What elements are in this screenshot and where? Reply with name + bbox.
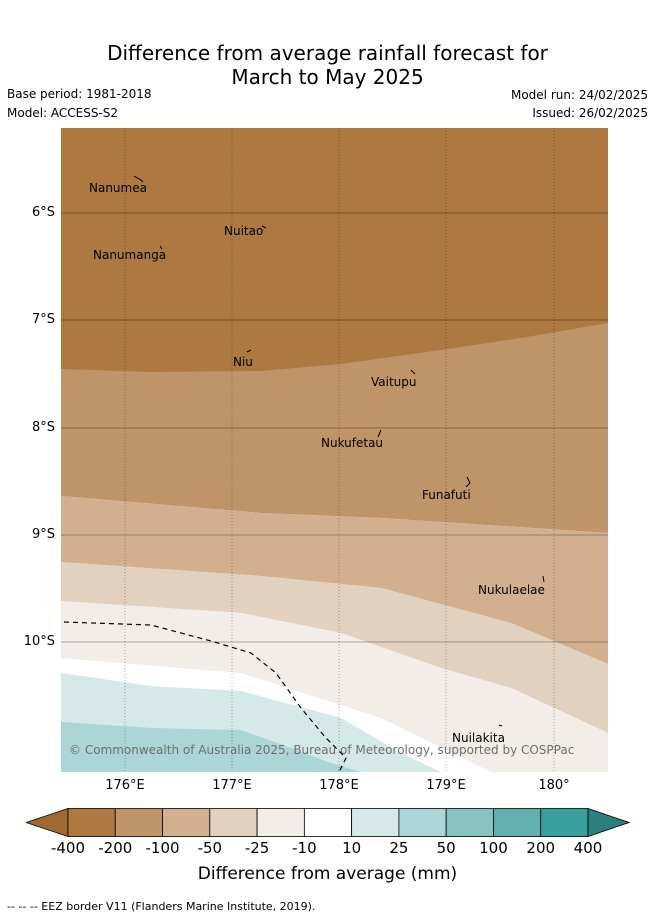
lon-tick-label: 177°E [212,778,252,793]
map-title-line1: Difference from average rainfall forecas… [107,41,548,65]
island-label-nukulaelae: Nukulaelae [478,583,545,597]
colorbar-cell [540,808,589,837]
copyright-notice: © Commonwealth of Australia 2025, Bureau… [69,743,575,757]
lat-tick-label: 10°S [23,634,55,649]
rainfall-map [61,128,608,772]
colorbar-cell [114,808,163,837]
colorbar-cell [256,808,305,837]
colorbar-tick-label: -10 [292,839,317,857]
colorbar-tick-label: 10 [342,839,362,857]
island-label-vaitupu: Vaitupu [371,375,417,389]
lat-tick-label: 7°S [31,312,55,327]
colorbar [26,808,630,837]
colorbar-extend-low [26,808,69,837]
colorbar-tick-label: 100 [479,839,508,857]
model-name: Model: ACCESS-S2 [7,106,119,120]
colorbar-cells [26,808,630,837]
lon-tick-label: 179°E [426,778,466,793]
island-label-nanumea: Nanumea [89,181,147,195]
colorbar-tick-label: -100 [145,839,180,857]
base-period: Base period: 1981-2018 [7,87,152,101]
band-plus-50 [61,722,361,772]
band-minus-200 [61,128,608,372]
colorbar-tick-label: 50 [436,839,456,857]
island-label-funafuti: Funafuti [422,488,471,502]
map-title-line2: March to May 2025 [231,65,424,89]
island-label-nuilakita: Nuilakita [452,731,505,745]
lon-tick-label: 180° [538,778,570,793]
colorbar-cell [303,808,353,837]
lat-tick-label: 9°S [31,527,55,542]
lon-tick-label: 178°E [319,778,359,793]
lat-tick-label: 8°S [31,420,55,435]
island-label-nuitao: Nuitao [224,224,264,238]
colorbar-tick-label: 200 [526,839,556,857]
colorbar-cell [351,808,400,837]
island-shapes [133,175,545,727]
colorbar-tick-label: -50 [197,839,223,857]
colorbar-tick-label: 400 [573,839,603,857]
colorbar-cell [493,808,542,837]
colorbar-tick-label: -200 [98,839,133,857]
band-minus-25 [61,562,608,733]
eez-footnote: -- -- -- EEZ border V11 (Flanders Marine… [7,900,316,913]
colorbar-cell [67,808,116,837]
colorbar-cell [398,808,447,837]
island-label-niu: Niu [233,355,253,369]
island-label-nanumanga: Nanumanga [93,248,167,262]
colorbar-tick-label: -25 [244,839,270,857]
colorbar-cell [209,808,258,837]
colorbar-extend-high [587,808,630,837]
colorbar-label: Difference from average (mm) [197,864,458,884]
colorbar-cell [445,808,494,837]
issued-date: Issued: 26/02/2025 [532,106,648,120]
band-minus-50 [61,496,608,664]
colorbar-tick-label: 25 [389,839,409,857]
colorbar-tick-label: -400 [50,839,86,857]
island-label-nukufetau: Nukufetau [321,436,384,450]
colorbar-cell [162,808,211,837]
band-minus-10 [61,601,608,772]
model-run-date: Model run: 24/02/2025 [510,88,648,102]
lat-tick-label: 6°S [31,205,55,220]
gridlines [61,128,608,772]
lon-tick-label: 176°E [105,778,145,793]
rainfall-map-svg [61,128,608,772]
